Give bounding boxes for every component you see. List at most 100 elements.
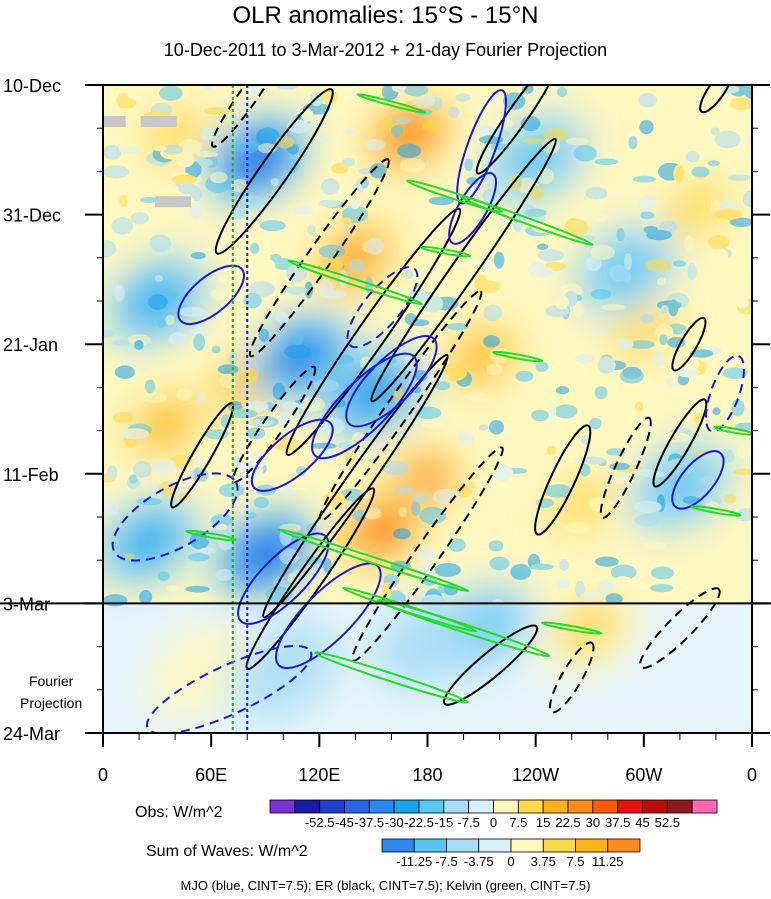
texture-cell bbox=[196, 392, 206, 405]
texture-cell bbox=[444, 363, 468, 381]
obs-colorbar-swatch bbox=[368, 799, 395, 814]
anomaly-region-22-level-1 bbox=[372, 591, 483, 690]
texture-cell bbox=[418, 546, 436, 564]
texture-cell bbox=[296, 466, 307, 477]
texture-cell bbox=[546, 445, 557, 456]
chart-title: OLR anomalies: 15°S - 15°N bbox=[232, 2, 539, 29]
mjo-contour bbox=[111, 472, 239, 562]
texture-cell bbox=[722, 367, 748, 380]
mjo-contour bbox=[456, 89, 507, 205]
texture-cell bbox=[564, 217, 583, 236]
texture-cell bbox=[153, 145, 167, 152]
texture-cell bbox=[673, 164, 685, 183]
plot-axes: 10-Dec 31-Dec 21-Jan 11-Feb 3-Mar 24-Mar 0 60E 1… bbox=[0, 76, 771, 785]
texture-cell bbox=[528, 464, 539, 479]
texture-cell bbox=[246, 418, 274, 427]
anomaly-region-3-level-5 bbox=[367, 516, 398, 543]
texture-cell bbox=[729, 217, 752, 227]
texture-cell bbox=[489, 419, 504, 435]
texture-cell bbox=[171, 174, 198, 185]
texture-cell bbox=[269, 253, 282, 264]
texture-cell bbox=[341, 157, 355, 167]
texture-cell bbox=[247, 512, 257, 520]
y-tick-label: 31-Dec bbox=[3, 206, 61, 226]
texture-cell bbox=[391, 85, 406, 93]
texture-cell bbox=[594, 386, 608, 399]
texture-cell bbox=[103, 499, 120, 516]
texture-cell bbox=[270, 177, 279, 187]
texture-cell bbox=[191, 251, 206, 260]
texture-cell bbox=[412, 492, 430, 503]
texture-cell bbox=[666, 376, 675, 388]
texture-cell bbox=[588, 496, 613, 512]
texture-cell bbox=[673, 260, 686, 267]
texture-cell bbox=[154, 275, 164, 282]
texture-cell bbox=[624, 107, 635, 122]
kelvin-contour bbox=[459, 195, 594, 246]
texture-cell bbox=[531, 220, 556, 233]
obs-colorbar-tick-label: 30 bbox=[586, 815, 600, 830]
texture-cell bbox=[692, 450, 712, 457]
texture-cell bbox=[510, 563, 531, 580]
texture-cell bbox=[197, 157, 208, 166]
texture-cell bbox=[232, 455, 242, 467]
texture-cell bbox=[414, 370, 428, 382]
anomaly-region-11-level-2 bbox=[556, 598, 623, 658]
x-tick-label: 180 bbox=[412, 765, 442, 785]
texture-cell bbox=[448, 106, 460, 119]
texture-cell bbox=[317, 135, 330, 143]
texture-cell bbox=[215, 568, 233, 582]
texture-cell bbox=[256, 127, 280, 146]
waves-colorbar-swatch bbox=[607, 838, 641, 853]
texture-cell bbox=[710, 127, 720, 136]
texture-cell bbox=[421, 120, 442, 132]
waves-colorbar-swatch bbox=[446, 838, 480, 853]
texture-cell bbox=[285, 159, 300, 173]
kelvin-contour bbox=[541, 621, 603, 635]
texture-cell bbox=[364, 139, 386, 151]
texture-cell bbox=[390, 125, 404, 138]
obs-colorbar-swatch bbox=[617, 799, 643, 814]
y-tick-label: 21-Jan bbox=[3, 335, 58, 355]
waves-colorbar-label: Sum of Waves: W/m^2 bbox=[146, 843, 308, 860]
texture-cell bbox=[348, 468, 367, 480]
texture-cell bbox=[216, 108, 227, 116]
waves-colorbar-tick-label: -3.75 bbox=[464, 854, 494, 869]
texture-cell bbox=[632, 175, 657, 183]
texture-cell bbox=[157, 571, 170, 581]
texture-cell bbox=[382, 460, 410, 476]
texture-cell bbox=[365, 237, 385, 255]
kelvin-contour bbox=[314, 651, 469, 704]
texture-cell bbox=[736, 315, 752, 328]
texture-cell bbox=[635, 469, 656, 476]
y-tick-label: 3-Mar bbox=[3, 594, 50, 614]
texture-cell bbox=[343, 128, 357, 135]
texture-cell bbox=[652, 349, 665, 368]
footer-note: MJO (blue, CINT=7.5); ER (black, CINT=7.… bbox=[180, 878, 591, 893]
er-contour bbox=[652, 398, 708, 488]
waves-colorbar-swatch bbox=[575, 838, 609, 853]
texture-cell bbox=[715, 208, 743, 220]
texture-cell bbox=[190, 327, 209, 337]
texture-cell bbox=[217, 274, 238, 284]
texture-cell bbox=[301, 108, 314, 122]
texture-cell bbox=[159, 85, 183, 101]
texture-cell bbox=[323, 558, 332, 573]
texture-cell bbox=[140, 392, 168, 404]
texture-cell bbox=[615, 337, 634, 351]
texture-cell bbox=[597, 356, 616, 374]
texture-cell bbox=[609, 462, 630, 471]
texture-cell bbox=[590, 244, 615, 260]
obs-colorbar-swatch bbox=[294, 799, 321, 814]
texture-cell bbox=[400, 158, 426, 173]
texture-cell bbox=[710, 199, 722, 213]
waves-colorbar-tick-label: 3.75 bbox=[531, 854, 556, 869]
texture-cell bbox=[348, 258, 366, 273]
texture-cell bbox=[319, 199, 340, 208]
anomaly-region-12-level-1 bbox=[147, 622, 257, 720]
texture-cell bbox=[275, 85, 299, 90]
texture-cell bbox=[200, 128, 216, 141]
texture-cell bbox=[313, 448, 333, 464]
texture-cell bbox=[434, 563, 461, 577]
mjo-contour bbox=[671, 450, 725, 510]
